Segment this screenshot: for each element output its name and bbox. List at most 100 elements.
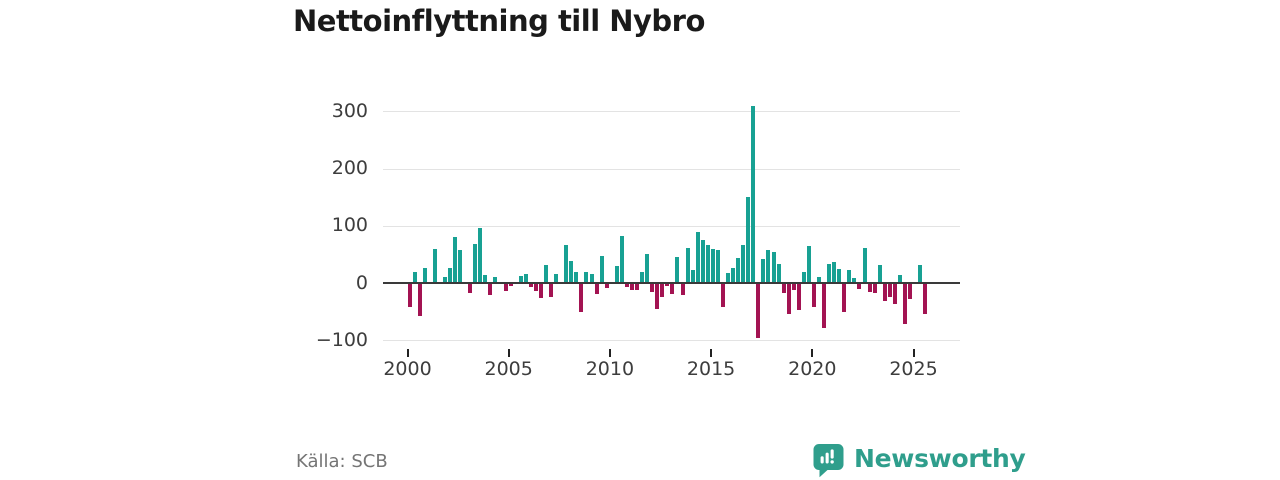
bar xyxy=(554,273,559,283)
x-axis-label: 2005 xyxy=(484,358,533,380)
bar xyxy=(872,284,877,294)
bar xyxy=(604,284,609,288)
bar xyxy=(806,245,811,283)
bar xyxy=(629,284,634,290)
bar xyxy=(897,275,902,283)
bar xyxy=(458,250,463,283)
bar xyxy=(655,284,660,310)
bar xyxy=(468,284,473,294)
bar xyxy=(847,270,852,283)
bar xyxy=(447,267,452,283)
bar xyxy=(817,277,821,283)
bar xyxy=(518,276,523,283)
bar xyxy=(432,249,437,283)
bar xyxy=(478,227,483,283)
y-axis-label: 100 xyxy=(331,214,368,236)
bar xyxy=(640,271,644,283)
newsworthy-logo[interactable]: Newsworthy xyxy=(812,443,1026,480)
x-axis-label: 2015 xyxy=(686,358,736,380)
newsworthy-wordmark: Newsworthy xyxy=(854,444,1026,473)
bar xyxy=(761,259,766,283)
bar xyxy=(852,278,857,283)
x-axis-zero-line xyxy=(383,281,960,284)
bar xyxy=(528,284,533,287)
bar xyxy=(599,255,604,283)
bar xyxy=(650,284,655,292)
bar xyxy=(907,284,912,299)
bar xyxy=(726,272,730,283)
bar xyxy=(690,270,695,283)
x-axis-label: 2000 xyxy=(383,358,432,380)
bar xyxy=(584,272,589,283)
bar xyxy=(619,236,624,283)
x-axis-label: 2025 xyxy=(889,358,938,380)
bar xyxy=(731,268,735,283)
bar xyxy=(538,284,543,298)
bar xyxy=(412,271,417,283)
bar xyxy=(867,284,872,292)
bar xyxy=(766,249,771,283)
bar xyxy=(523,273,528,283)
bar xyxy=(877,265,882,283)
x-axis-label: 2010 xyxy=(585,358,635,380)
gridline-y-200 xyxy=(383,169,960,170)
bar xyxy=(715,249,720,283)
bar xyxy=(796,284,801,311)
bar xyxy=(670,284,675,294)
bar xyxy=(473,243,478,283)
bar xyxy=(544,264,548,283)
bar xyxy=(902,284,907,325)
x-axis-tick-2005 xyxy=(507,349,510,357)
page-title: Nettoinflyttning till Nybro xyxy=(293,4,705,38)
bar xyxy=(645,253,650,283)
bar xyxy=(720,284,725,307)
y-axis-label: 300 xyxy=(331,100,368,122)
bar xyxy=(685,247,690,283)
bar xyxy=(862,247,867,283)
bar xyxy=(756,284,761,339)
bar xyxy=(741,245,746,283)
y-axis-label: −100 xyxy=(315,329,368,351)
bar xyxy=(503,284,508,292)
gridline-y--100 xyxy=(383,340,960,341)
source-attribution: Källa: SCB xyxy=(296,451,388,472)
bar xyxy=(842,284,847,312)
bar xyxy=(579,284,584,313)
x-axis-tick-2010 xyxy=(608,349,611,357)
bar xyxy=(665,284,670,286)
bar xyxy=(822,284,826,329)
bar xyxy=(675,256,680,283)
bar xyxy=(887,284,892,297)
bar xyxy=(549,284,553,297)
bar xyxy=(533,284,538,291)
bar xyxy=(710,248,715,284)
bar xyxy=(827,263,832,283)
bar xyxy=(680,284,685,295)
bar xyxy=(493,276,498,283)
bar xyxy=(700,240,705,283)
bar xyxy=(857,284,862,290)
bar xyxy=(882,284,887,302)
bar xyxy=(923,284,928,314)
bar xyxy=(417,284,422,316)
bar xyxy=(574,271,579,283)
bar xyxy=(614,265,619,283)
bar xyxy=(422,267,427,283)
bar xyxy=(488,284,493,295)
bar xyxy=(407,284,412,307)
bar xyxy=(569,260,574,283)
x-axis-tick-2000 xyxy=(406,349,409,357)
bar xyxy=(442,277,447,283)
x-axis-tick-2015 xyxy=(710,349,713,357)
bar xyxy=(453,237,457,283)
gridline-y-100 xyxy=(383,226,960,227)
x-axis-label: 2020 xyxy=(788,358,837,380)
bar xyxy=(832,261,837,283)
bar xyxy=(811,284,816,307)
bar xyxy=(594,284,599,294)
bar xyxy=(564,244,569,283)
bar xyxy=(589,273,594,283)
x-axis-tick-2020 xyxy=(811,349,814,357)
bar xyxy=(705,245,710,283)
bar xyxy=(786,284,791,315)
